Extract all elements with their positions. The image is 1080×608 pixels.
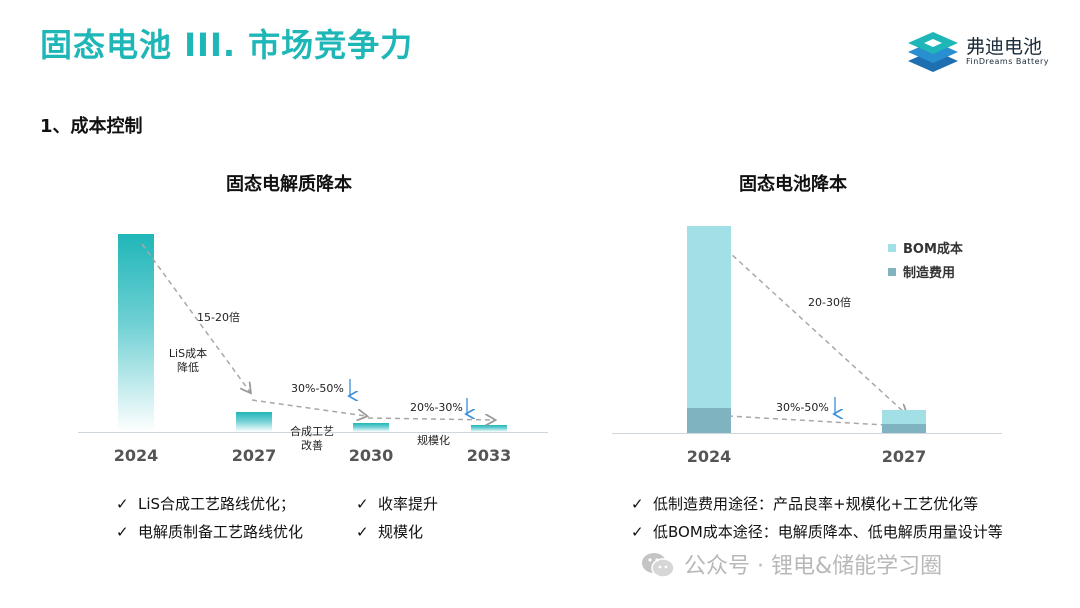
bullet-item: ✓ 低BOM成本途径：电解质降本、低电解质用量设计等 [631,523,1003,541]
annotation-label: 20%-30% [410,401,463,414]
check-icon: ✓ [631,495,644,513]
trend-arrow [251,399,366,416]
left-year-label: 2027 [231,446,277,465]
bullet-item: ✓ LiS合成工艺路线优化； [116,495,296,513]
bar-2024-manufacturing [687,408,731,433]
check-icon: ✓ [116,495,129,513]
legend-item-manufacturing: 制造费用 [888,262,955,281]
wechat-watermark: 公众号 · 锂电&储能学习圈 [640,548,942,580]
company-logo: 弗迪电池 FinDreams Battery [906,30,1056,76]
check-icon: ✓ [356,495,369,513]
wechat-icon [642,553,675,578]
right-chart-axis [612,433,1002,434]
left-chart-title: 固态电解质降本 [226,174,352,195]
bar-2027 [236,412,272,432]
trend-arrow [727,415,902,426]
legend-swatch [888,244,896,252]
check-icon: ✓ [116,523,129,541]
left-year-label: 2033 [466,446,512,465]
trend-arrow [705,230,906,414]
annotation-label: 15-20倍 [197,311,240,324]
bullet-item: ✓ 电解质制备工艺路线优化 [116,523,304,541]
bar-2024-bom [687,226,731,409]
bar-2027-bom [882,410,926,424]
trend-arrow [141,243,250,392]
trend-arrow [367,418,494,420]
logo-chinese-name: 弗迪电池 [966,36,1043,58]
annotation-label: 20-30倍 [808,296,851,309]
left-chart-axis [78,432,548,433]
right-year-label: 2024 [686,447,732,466]
check-icon: ✓ [631,523,644,541]
annotation-label: 合成工艺 改善 [290,425,334,452]
section-heading: 1、成本控制 [40,116,143,137]
legend-swatch [888,268,896,276]
right-chart-title: 固态电池降本 [739,174,847,195]
bar-2024 [118,234,154,432]
logo-english-name: FinDreams Battery [966,57,1050,66]
annotation-label: 规模化 [417,434,450,447]
bullet-item: ✓ 收率提升 [356,495,439,513]
bar-2030 [353,423,389,432]
bar-2027-manufacturing [882,423,926,433]
left-year-label: 2030 [348,446,394,465]
findreams-logo-icon [908,32,958,72]
bar-2033 [471,425,507,432]
bullet-item: ✓ 低制造费用途径：产品良率+规模化+工艺优化等 [631,495,979,513]
annotation-label: 30%-50% [291,382,344,395]
left-year-label: 2024 [113,446,159,465]
legend-item-bom: BOM成本 [888,238,963,257]
annotation-label: LiS成本 降低 [168,347,208,374]
right-year-label: 2027 [881,447,927,466]
annotation-label: 30%-50% [776,401,829,414]
slide-title: 固态电池 III. 市场竞争力 [40,26,414,64]
check-icon: ✓ [356,523,369,541]
bullet-item: ✓ 规模化 [356,523,424,541]
